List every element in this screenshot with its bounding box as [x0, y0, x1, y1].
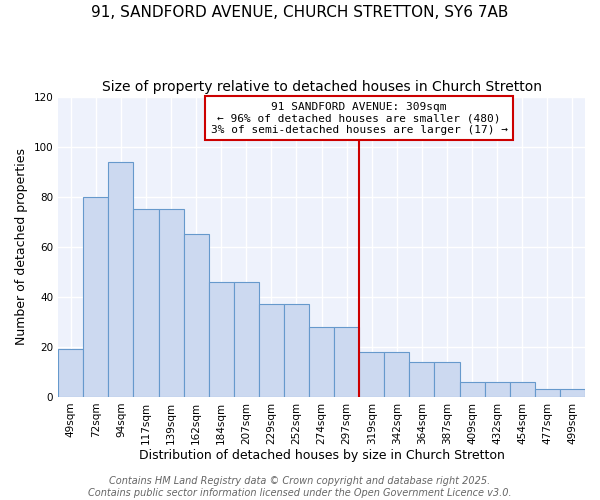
- Bar: [309, 327, 334, 397]
- Bar: [334, 327, 359, 397]
- Bar: [234, 282, 259, 397]
- Bar: [184, 234, 209, 397]
- Bar: [109, 162, 133, 397]
- Bar: [284, 304, 309, 397]
- Bar: [409, 362, 434, 397]
- X-axis label: Distribution of detached houses by size in Church Stretton: Distribution of detached houses by size …: [139, 450, 505, 462]
- Bar: [133, 209, 158, 397]
- Bar: [385, 352, 409, 397]
- Text: 91 SANDFORD AVENUE: 309sqm
← 96% of detached houses are smaller (480)
3% of semi: 91 SANDFORD AVENUE: 309sqm ← 96% of deta…: [211, 102, 508, 135]
- Bar: [485, 382, 510, 397]
- Text: Contains HM Land Registry data © Crown copyright and database right 2025.
Contai: Contains HM Land Registry data © Crown c…: [88, 476, 512, 498]
- Bar: [209, 282, 234, 397]
- Bar: [460, 382, 485, 397]
- Bar: [560, 390, 585, 397]
- Bar: [535, 390, 560, 397]
- Y-axis label: Number of detached properties: Number of detached properties: [15, 148, 28, 346]
- Bar: [434, 362, 460, 397]
- Bar: [83, 196, 109, 397]
- Bar: [259, 304, 284, 397]
- Bar: [359, 352, 385, 397]
- Bar: [158, 209, 184, 397]
- Title: Size of property relative to detached houses in Church Stretton: Size of property relative to detached ho…: [101, 80, 542, 94]
- Text: 91, SANDFORD AVENUE, CHURCH STRETTON, SY6 7AB: 91, SANDFORD AVENUE, CHURCH STRETTON, SY…: [91, 5, 509, 20]
- Bar: [58, 350, 83, 397]
- Bar: [510, 382, 535, 397]
